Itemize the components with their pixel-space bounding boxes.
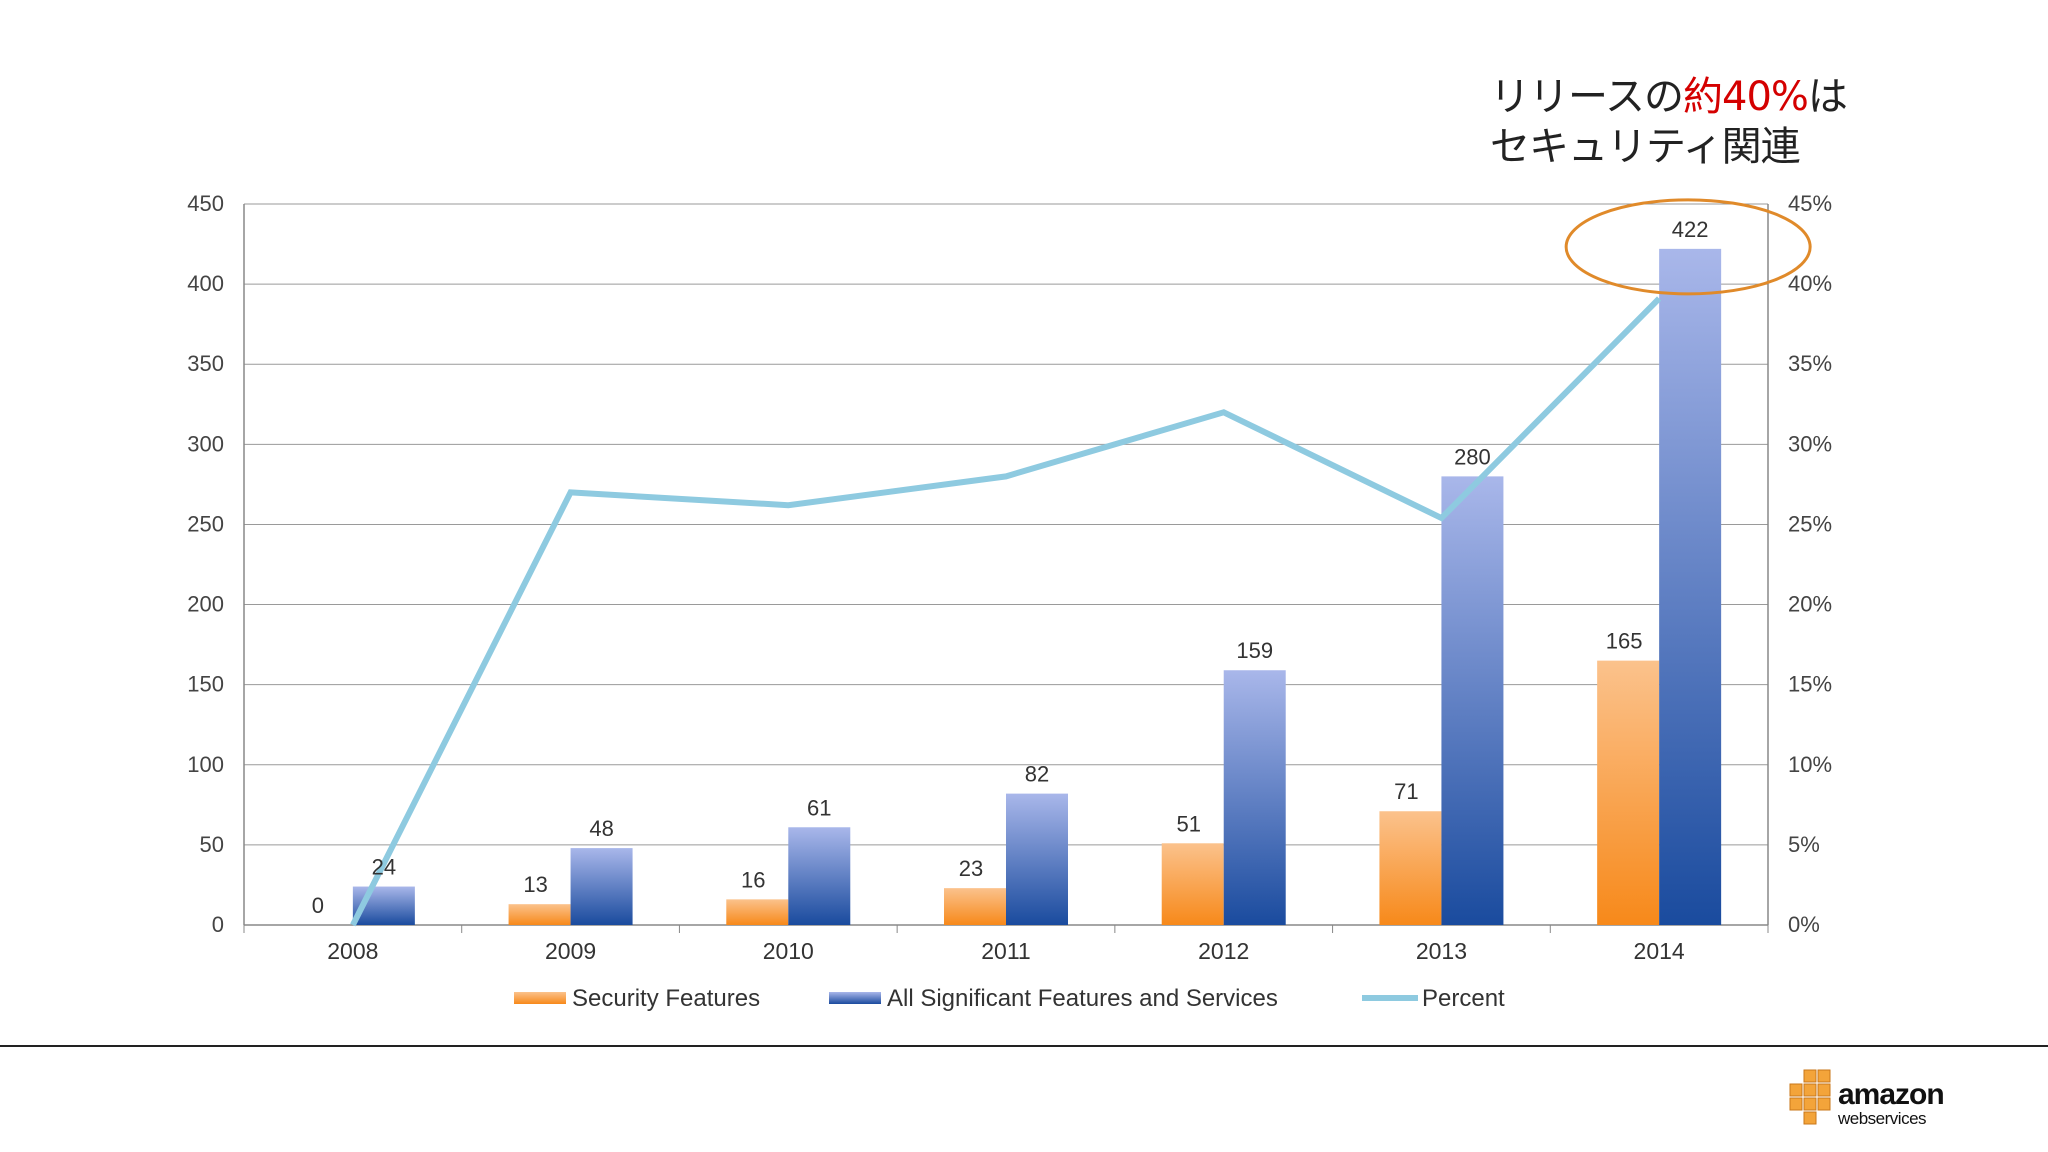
data-label-security: 71 <box>1394 779 1418 804</box>
bar-all-features <box>788 827 851 925</box>
x-tick-label: 2013 <box>1416 938 1467 964</box>
callout-highlight: 約40% <box>1683 74 1809 120</box>
bar-security-features <box>1379 811 1442 925</box>
x-tick-label: 2009 <box>545 938 596 964</box>
y2-tick-label: 40% <box>1788 271 1832 296</box>
data-label-security: 0 <box>312 893 324 918</box>
x-tick-label: 2011 <box>981 938 1030 964</box>
data-label-all-features: 422 <box>1672 217 1709 242</box>
y2-tick-label: 45% <box>1788 191 1832 216</box>
callout-prefix: リリースの <box>1490 74 1684 120</box>
y-tick-label: 100 <box>187 752 224 777</box>
callout-text: リリースの約40%は セキュリティ関連 <box>1490 72 1848 172</box>
footer-divider <box>0 1045 2048 1047</box>
data-label-all-features: 82 <box>1025 762 1049 787</box>
bar-security-features <box>508 904 571 925</box>
y-tick-label: 0 <box>212 912 224 937</box>
data-label-security: 16 <box>741 867 765 892</box>
y-tick-label: 250 <box>187 511 224 536</box>
bar-all-features <box>1659 248 1722 925</box>
y2-tick-label: 25% <box>1788 511 1832 536</box>
y2-tick-label: 5% <box>1788 832 1820 857</box>
bar-all-features <box>570 848 633 925</box>
y2-tick-label: 10% <box>1788 752 1832 777</box>
y2-tick-label: 35% <box>1788 351 1832 376</box>
y-tick-label: 300 <box>187 431 224 456</box>
bar-security-features <box>1597 660 1660 925</box>
data-label-security: 165 <box>1606 629 1643 654</box>
x-tick-label: 2008 <box>327 938 378 964</box>
grid-lines <box>244 203 1768 846</box>
percent-line-group <box>350 296 1662 927</box>
y2-tick-label: 30% <box>1788 431 1832 456</box>
callout-suffix: は <box>1807 74 1848 120</box>
bar-all-features <box>1006 793 1068 925</box>
data-label-all-features: 280 <box>1454 444 1491 469</box>
y-tick-label: 400 <box>187 271 224 296</box>
axes: 0 0% 50 5% 100 10% 150 15% 200 20% 250 25% 300 30% 350… <box>187 191 1832 964</box>
y-tick-label: 150 <box>187 672 224 697</box>
data-label-all-features: 24 <box>372 855 396 880</box>
y-tick-label: 50 <box>200 832 224 857</box>
callout-line-2: セキュリティ関連 <box>1490 124 1801 170</box>
bar-security-features <box>1161 843 1224 925</box>
data-label-security: 51 <box>1176 811 1200 836</box>
legend: Security Features All Significant Feature… <box>514 985 1505 1012</box>
data-label-security: 13 <box>523 872 547 897</box>
y-tick-label: 350 <box>187 351 224 376</box>
legend-label: Security Features <box>572 985 760 1012</box>
data-label-all-features: 159 <box>1236 638 1273 663</box>
legend-swatch <box>829 992 881 1004</box>
legend-swatch <box>514 992 566 1004</box>
callout-line-1: リリースの約40%は <box>1490 72 1848 122</box>
legend-label: All Significant Features and Services <box>887 985 1278 1012</box>
x-tick-label: 2014 <box>1634 938 1685 964</box>
y2-tick-label: 15% <box>1788 672 1832 697</box>
bar-all-features <box>1223 670 1286 925</box>
data-label-all-features: 61 <box>807 795 831 820</box>
data-label-security: 23 <box>959 856 983 881</box>
data-labels: 0 24 13 48 16 61 23 82 51 159 71 280 165 422 <box>312 217 1709 918</box>
y2-tick-label: 20% <box>1788 592 1832 617</box>
data-label-all-features: 48 <box>589 816 613 841</box>
y-tick-label: 450 <box>187 191 224 216</box>
bar-security-features <box>944 888 1006 925</box>
y2-tick-label: 0% <box>1788 912 1820 937</box>
x-tick-label: 2012 <box>1198 938 1249 964</box>
y-tick-label: 200 <box>187 592 224 617</box>
highlight-circle <box>1564 198 1812 296</box>
bars <box>352 248 1722 925</box>
legend-label: Percent <box>1422 985 1505 1012</box>
bar-all-features <box>1441 476 1504 925</box>
aws-logo-brand: amazon <box>1838 1078 1945 1111</box>
aws-logo-icon <box>1789 1069 1831 1125</box>
bar-security-features <box>726 899 789 925</box>
aws-logo-sub: webservices <box>1838 1109 1927 1128</box>
x-tick-label: 2010 <box>763 938 814 964</box>
